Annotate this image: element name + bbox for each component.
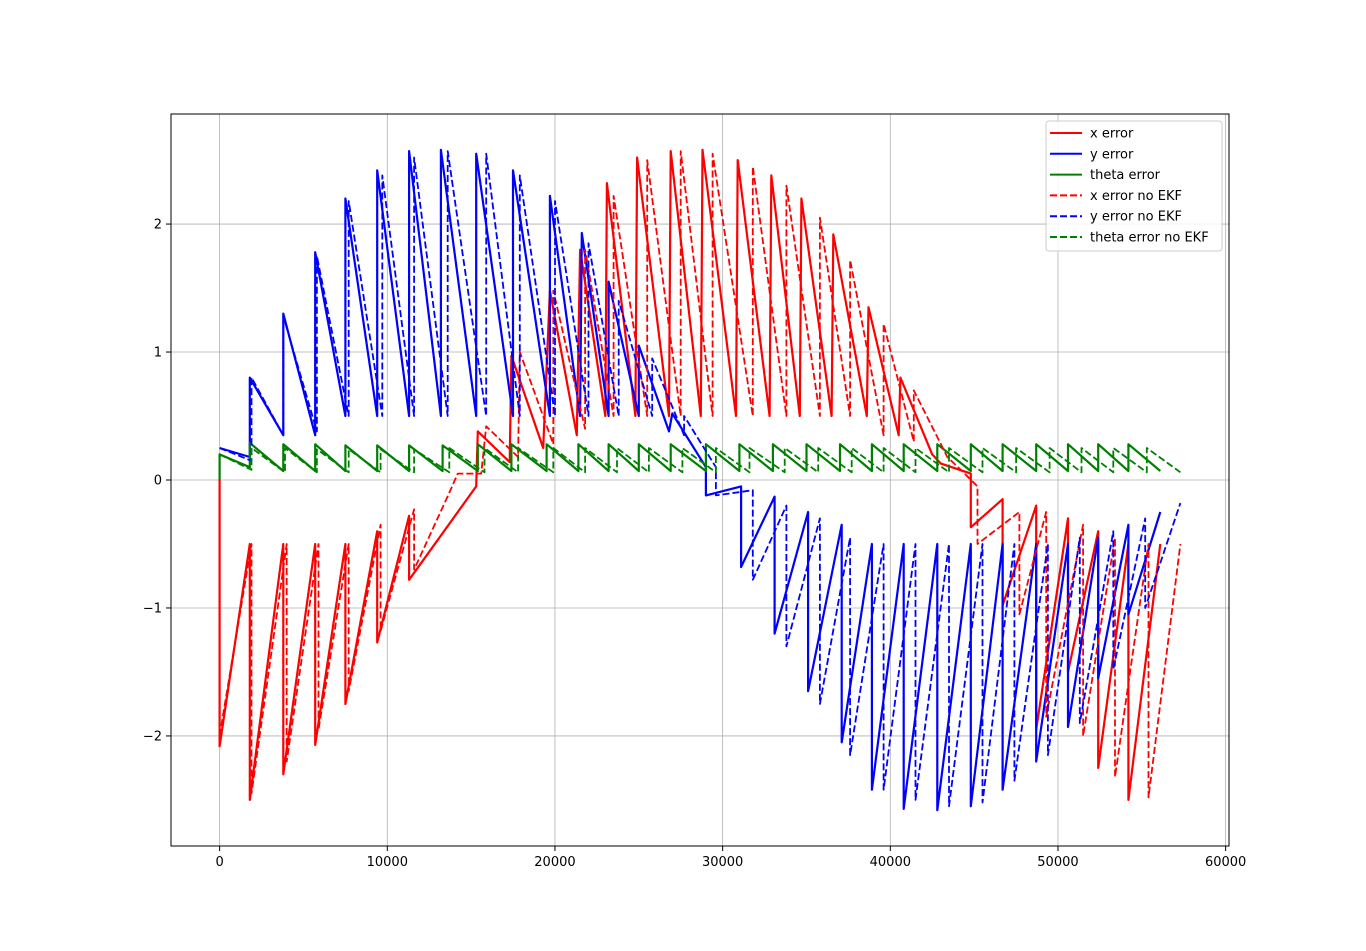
- series-line-y-error-no-ekf: [219, 150, 1182, 808]
- legend-label: x error: [1090, 127, 1134, 142]
- legend-label: theta error no EKF: [1090, 231, 1209, 246]
- x-tick-label: 60000: [1205, 855, 1246, 870]
- y-tick-label: 0: [154, 474, 162, 489]
- legend-label: x error no EKF: [1090, 189, 1182, 204]
- x-tick-label: 20000: [534, 855, 575, 870]
- axis-ticks: 0 10000 20000 30000 40000 50000 60000 −2 −1 0 1 2: [143, 218, 1246, 870]
- x-tick-label: 0: [215, 855, 223, 870]
- series-line-x-error-no-ekf: [218, 150, 1182, 799]
- legend-box: [1045, 120, 1223, 252]
- x-tick-label: 10000: [367, 855, 408, 870]
- legend: x error y error theta error x error no EKF y…: [1045, 120, 1223, 252]
- x-tick-label: 50000: [1037, 855, 1078, 870]
- legend-label: y error: [1090, 147, 1134, 162]
- x-tick-label: 30000: [702, 855, 743, 870]
- y-tick-label: 2: [154, 218, 162, 233]
- series-line-y-error: [219, 148, 1162, 812]
- series-line-theta-error-no-ekf: [219, 447, 1181, 474]
- legend-label: theta error: [1090, 168, 1161, 183]
- x-tick-label: 40000: [870, 855, 911, 870]
- plot-lines: [218, 148, 1182, 812]
- legend-label: y error no EKF: [1090, 210, 1182, 225]
- y-tick-label: −2: [143, 729, 162, 744]
- y-tick-label: 1: [154, 346, 162, 361]
- y-tick-label: −1: [143, 601, 162, 616]
